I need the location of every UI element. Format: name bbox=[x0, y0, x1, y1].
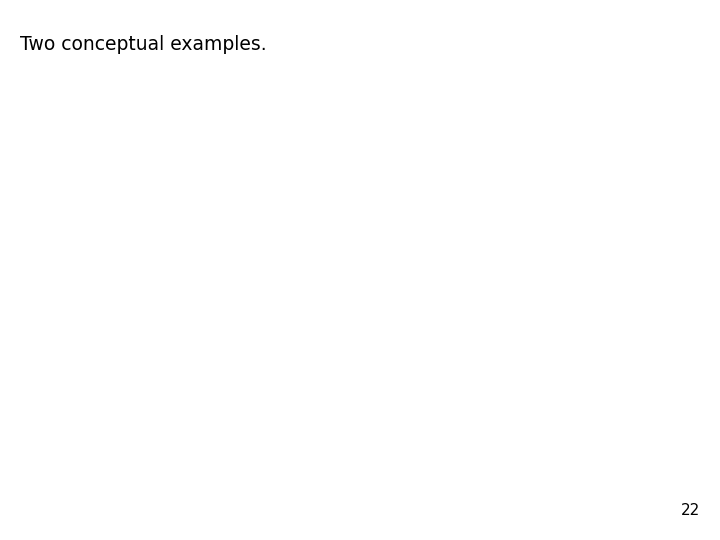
Text: 22: 22 bbox=[680, 503, 700, 518]
Text: Example: a proton is released in a region in space where there
is an electric po: Example: a proton is released in a regio… bbox=[22, 105, 611, 178]
Text: Example: an electron is released in a region in space where
there is an electric: Example: an electron is released in a re… bbox=[22, 272, 628, 346]
Text: Two conceptual examples.: Two conceptual examples. bbox=[20, 35, 267, 54]
